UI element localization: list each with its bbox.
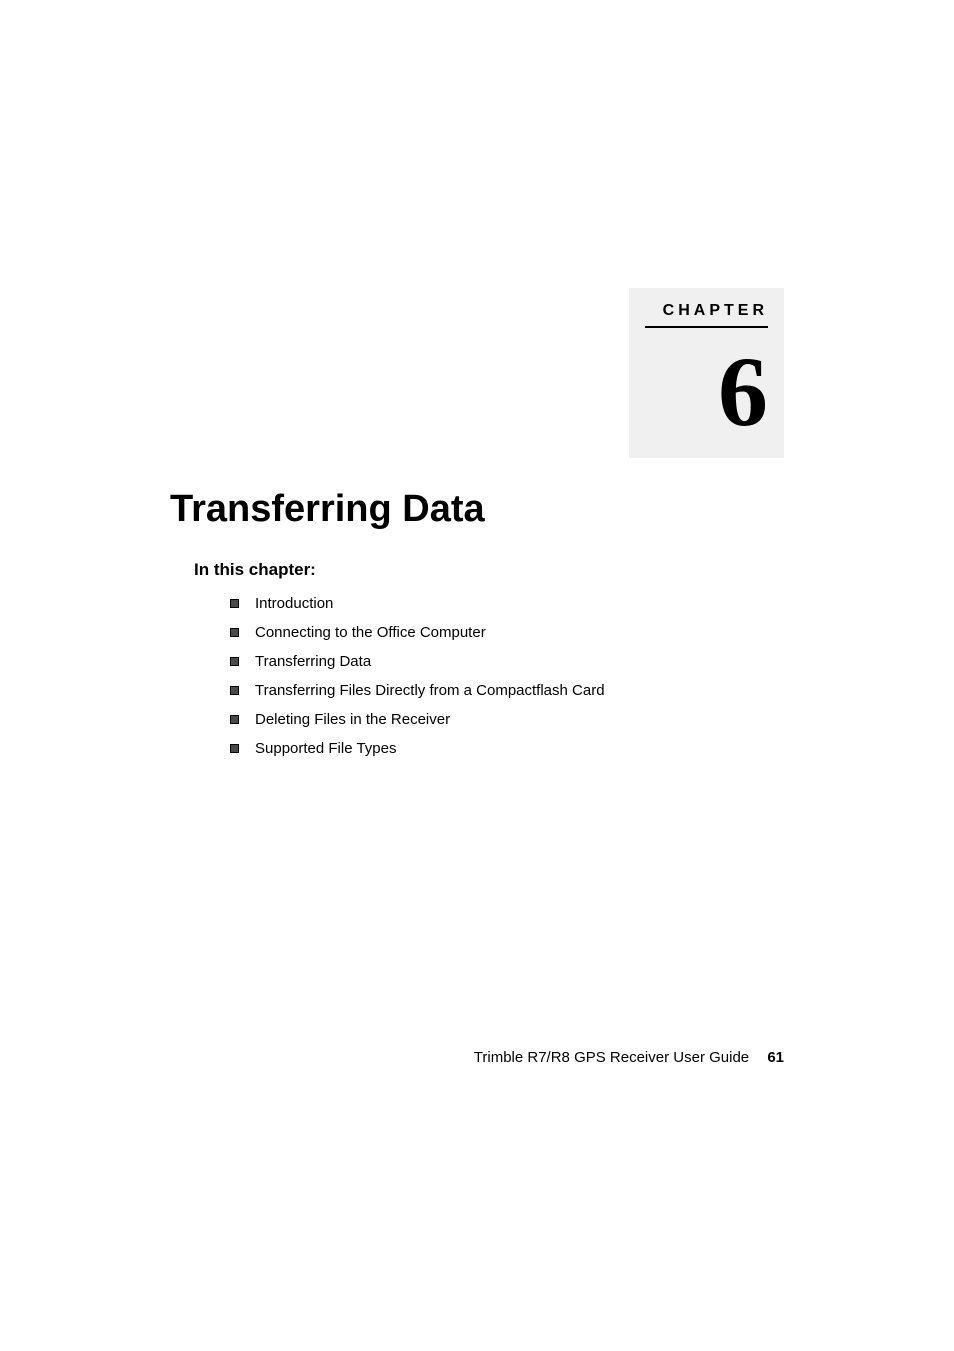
page-footer: Trimble R7/R8 GPS Receiver User Guide 61 [474, 1049, 784, 1066]
chapter-title: Transferring Data [170, 488, 485, 531]
square-bullet-icon [230, 628, 239, 637]
chapter-label: CHAPTER [645, 302, 768, 328]
toc-item: Supported File Types [230, 740, 605, 757]
toc-item-label: Supported File Types [255, 740, 396, 757]
square-bullet-icon [230, 657, 239, 666]
footer-page-number: 61 [767, 1049, 784, 1066]
toc-item-label: Transferring Files Directly from a Compa… [255, 682, 605, 699]
chapter-block: CHAPTER 6 [629, 288, 784, 458]
toc-item: Connecting to the Office Computer [230, 624, 605, 641]
toc-item: Introduction [230, 595, 605, 612]
toc-item: Transferring Files Directly from a Compa… [230, 682, 605, 699]
toc-list: Introduction Connecting to the Office Co… [230, 595, 605, 769]
square-bullet-icon [230, 715, 239, 724]
toc-item-label: Introduction [255, 595, 333, 612]
toc-item-label: Transferring Data [255, 653, 371, 670]
square-bullet-icon [230, 744, 239, 753]
chapter-number: 6 [645, 342, 768, 442]
footer-text: Trimble R7/R8 GPS Receiver User Guide [474, 1049, 749, 1066]
square-bullet-icon [230, 599, 239, 608]
toc-item: Transferring Data [230, 653, 605, 670]
page-content: CHAPTER 6 Transferring Data In this chap… [0, 0, 954, 1351]
square-bullet-icon [230, 686, 239, 695]
section-heading: In this chapter: [194, 560, 316, 580]
toc-item: Deleting Files in the Receiver [230, 711, 605, 728]
toc-item-label: Connecting to the Office Computer [255, 624, 486, 641]
toc-item-label: Deleting Files in the Receiver [255, 711, 450, 728]
